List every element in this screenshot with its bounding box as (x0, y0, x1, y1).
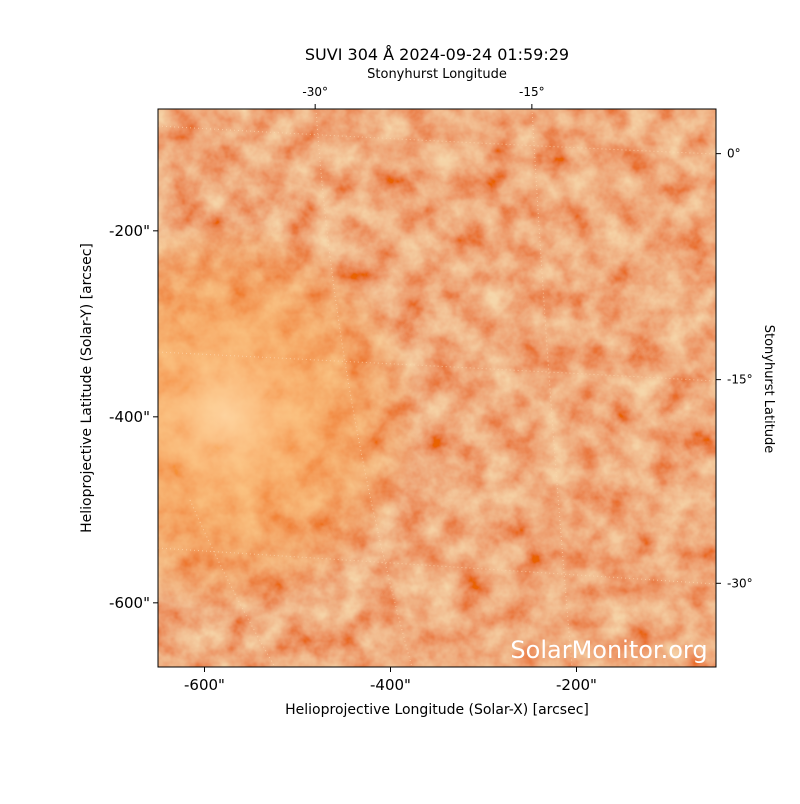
y2-tick-label: -15° (727, 373, 753, 387)
solar-image (158, 109, 716, 667)
y-tick-label: -200" (109, 222, 150, 240)
y2-label: Stonyhurst Latitude (761, 325, 776, 454)
x-tick-label: -200" (556, 676, 597, 694)
y2-tick-label: 0° (727, 147, 741, 161)
x-tick-label: -600" (184, 676, 225, 694)
x2-tick-label: -15° (519, 85, 545, 99)
watermark: SolarMonitor.org (510, 636, 707, 664)
y-label: Helioprojective Latitude (Solar-Y) [arcs… (79, 243, 95, 533)
x2-label: Stonyhurst Longitude (367, 67, 507, 82)
y-tick-label: -600" (109, 594, 150, 612)
y-tick-label: -400" (109, 408, 150, 426)
x2-tick-label: -30° (302, 85, 328, 99)
chart-title: SUVI 304 Å 2024-09-24 01:59:29 (305, 45, 569, 64)
y2-tick-label: -30° (727, 576, 753, 590)
x-label: Helioprojective Longitude (Solar-X) [arc… (285, 702, 589, 718)
x-tick-label: -400" (370, 676, 411, 694)
plot-frame (157, 108, 717, 668)
